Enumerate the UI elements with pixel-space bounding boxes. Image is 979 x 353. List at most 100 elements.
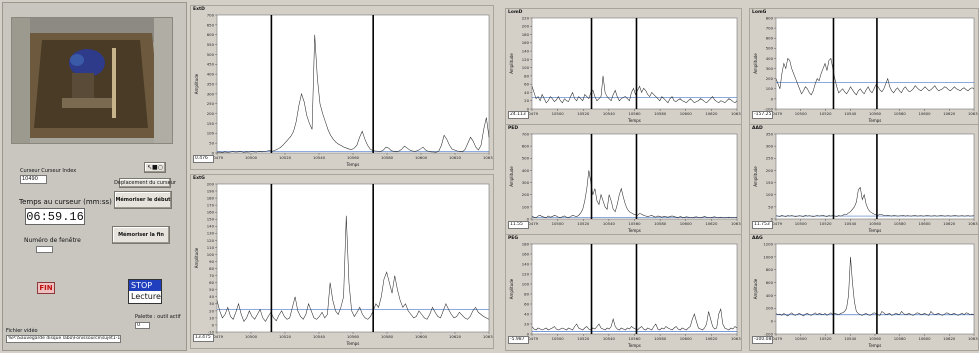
- chart-lomg[interactable]: LomG -100 0 100 200 300 400 500 600 700 800 10479 10…: [749, 8, 979, 126]
- min-value-field[interactable]: 13.475: [193, 334, 214, 342]
- chart-lomd[interactable]: LomD 0 20 40 60 80 100 120 140 160 180 200 220 10479 1…: [505, 8, 742, 126]
- x-tick-label: 10620: [705, 336, 718, 341]
- window-number-label: Numéro de fenêtre: [24, 237, 81, 244]
- min-value-field[interactable]: 11.55: [508, 221, 529, 229]
- y-tick-label: 500: [766, 46, 774, 51]
- y-tick-label: 300: [766, 66, 774, 71]
- plot-area[interactable]: [775, 243, 975, 335]
- y-tick-label: 140: [522, 261, 530, 266]
- plot-area[interactable]: [775, 17, 975, 110]
- y-tick-label: 80: [209, 266, 214, 271]
- y-tick-label: 350: [766, 131, 774, 136]
- x-tick-label: 10500: [245, 155, 258, 160]
- y-tick-label: 40: [524, 311, 529, 316]
- y-tick-label: 0: [212, 150, 215, 155]
- chart-title: ExtG: [193, 176, 205, 181]
- y-tick-label: 600: [522, 144, 530, 149]
- y-tick-label: 80: [524, 291, 529, 296]
- chart-extg[interactable]: ExtG -10 0 10 20 30 40 50 60 70 80 90 100 110 120 130 14…: [190, 174, 494, 349]
- y-tick-label: 0: [771, 319, 774, 324]
- tool-palette[interactable]: ↖■○: [144, 162, 166, 173]
- y-tick-label: 110: [207, 245, 215, 250]
- x-tick-label: 10500: [552, 336, 565, 341]
- memorize-end-button[interactable]: Mémoriser la fin: [112, 226, 170, 244]
- y-tick-label: 600: [207, 32, 215, 37]
- x-tick-label: 10600: [680, 111, 693, 116]
- lecture-option[interactable]: Lecture: [131, 292, 161, 301]
- y-tick-label: 160: [522, 251, 530, 256]
- y-tick-label: 200: [522, 24, 530, 29]
- chart-peg[interactable]: PEG 0 20 40 60 80 100 120 140 160 180 10479 10500 105…: [505, 234, 742, 351]
- video-image: [12, 18, 172, 143]
- x-tick-label: 10500: [552, 111, 565, 116]
- pointer-icon: ↖■○: [147, 164, 163, 171]
- chart-title: ExtD: [193, 7, 205, 12]
- chart-ped[interactable]: PED 0 100 200 300 400 500 600 700 10479 10500 10520…: [505, 124, 742, 236]
- min-value-field[interactable]: -5.987: [508, 336, 529, 344]
- x-tick-label: 10580: [894, 336, 907, 341]
- x-tick-label: 10560: [869, 221, 882, 226]
- y-tick-label: 50: [209, 287, 214, 292]
- x-tick-label: 10540: [313, 334, 326, 339]
- y-tick-label: 0: [527, 331, 530, 336]
- palette-field[interactable]: 0: [135, 322, 150, 329]
- memorize-start-button[interactable]: Mémoriser le début: [114, 191, 172, 209]
- y-tick-label: 600: [766, 36, 774, 41]
- x-tick-label: 10500: [795, 336, 808, 341]
- signal-series: [531, 307, 738, 331]
- y-tick-label: 500: [207, 52, 215, 57]
- min-value-field[interactable]: 24.113: [508, 111, 529, 119]
- plot-area[interactable]: [216, 183, 490, 333]
- x-axis-label: Temps: [627, 228, 641, 233]
- chart-title: PED: [508, 126, 519, 131]
- plot-area[interactable]: [531, 133, 738, 220]
- cursor-index-field[interactable]: 10490: [20, 175, 47, 184]
- signal-series: [216, 34, 490, 153]
- plot-area[interactable]: [216, 14, 490, 154]
- stop-option[interactable]: STOP: [129, 280, 161, 291]
- y-tick-label: 200: [522, 192, 530, 197]
- x-tick-label: 10540: [844, 221, 857, 226]
- y-tick-label: 200: [207, 181, 215, 186]
- chart-svg: 0 20 40 60 80 100 120 140 160 180 200 220 10479 10500…: [509, 15, 741, 123]
- plot-area[interactable]: [775, 133, 975, 220]
- x-tick-label: 10560: [869, 111, 882, 116]
- y-tick-label: 100: [522, 65, 530, 70]
- y-tick-label: 40: [209, 294, 214, 299]
- chart-aag[interactable]: AAG -200 0 200 400 600 800 1000 1200 10479 10500 10…: [749, 234, 979, 351]
- y-tick-label: 250: [766, 156, 774, 161]
- y-tick-label: 120: [522, 57, 530, 62]
- y-tick-label: 160: [522, 40, 530, 45]
- x-tick-label: 10634: [968, 221, 978, 226]
- y-tick-label: 400: [766, 56, 774, 61]
- x-tick-label: 10620: [449, 155, 462, 160]
- y-tick-label: 0: [771, 96, 774, 101]
- x-tick-label: 10620: [943, 111, 956, 116]
- x-tick-label: 10634: [968, 111, 978, 116]
- min-value-field[interactable]: 11.753: [752, 221, 773, 229]
- y-tick-label: 100: [522, 204, 530, 209]
- min-value-field[interactable]: 0.476: [193, 155, 214, 163]
- window-number-field[interactable]: [36, 246, 53, 253]
- y-tick-label: -100: [764, 106, 773, 111]
- x-tick-label: 10500: [795, 111, 808, 116]
- chart-svg: 0 20 40 60 80 100 120 140 160 180 10479 10500 10520 1…: [509, 241, 741, 348]
- min-value-field[interactable]: -157.25: [752, 111, 773, 119]
- signal-series: [216, 215, 490, 322]
- y-axis-label: Amplitude: [753, 166, 758, 187]
- y-tick-label: 60: [524, 301, 529, 306]
- move-cursor-button[interactable]: Déplacement du curseur: [114, 178, 176, 188]
- min-value-field[interactable]: -100.088: [752, 336, 773, 344]
- stop-lecture-selector[interactable]: STOP Lecture: [128, 279, 162, 304]
- chart-aad[interactable]: AAD 0 50 100 150 200 250 300 350 10479 10500 10520 1…: [749, 124, 979, 236]
- y-tick-label: 500: [522, 156, 530, 161]
- plot-area[interactable]: [531, 17, 738, 110]
- fin-button[interactable]: FIN: [37, 282, 55, 294]
- y-tick-label: 200: [766, 306, 774, 311]
- plot-area[interactable]: [531, 243, 738, 335]
- video-file-path[interactable]: %P:\Sauvegarde disque labo\Fonissource\s…: [6, 335, 121, 343]
- y-tick-label: 120: [207, 238, 215, 243]
- x-tick-label: 10520: [819, 111, 832, 116]
- chart-extd[interactable]: ExtD 0 50 100 150 200 250 300 350 400 450 500 550 600…: [190, 5, 494, 170]
- y-tick-label: 200: [766, 168, 774, 173]
